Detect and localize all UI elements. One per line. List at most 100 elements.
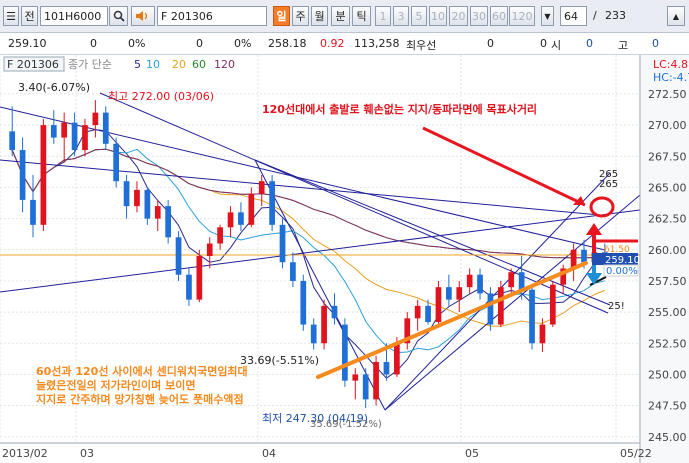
- trend-line: [0, 106, 606, 251]
- candle-up: [394, 343, 400, 375]
- candle-down: [144, 189, 151, 219]
- interval-1-button[interactable]: 1: [375, 6, 391, 26]
- low-overlap-label: 35.69(-1.52%): [310, 419, 382, 430]
- target-circle: [589, 196, 615, 218]
- candle-up: [40, 125, 47, 225]
- candle-up: [373, 361, 379, 400]
- toolbar: ☰ 전 101H6000 F 201306 일 주 월 분 틱 1 3 5 10 20 30 60 12…: [0, 0, 689, 33]
- top-label: 3.40(-6.07%): [18, 81, 90, 94]
- candle-up: [82, 125, 88, 151]
- legend-box: [3, 56, 65, 72]
- symbol-code-field[interactable]: 101H6000: [40, 6, 108, 26]
- price-chart[interactable]: 272.50 270.00 267.50 265.00 262.50 260.00 257.…: [0, 55, 689, 463]
- candle-down: [383, 361, 390, 375]
- menu-icon[interactable]: ☰: [3, 6, 19, 26]
- candle-down: [425, 305, 431, 323]
- interval-30-button[interactable]: 30: [470, 6, 488, 26]
- candle-down: [300, 280, 307, 325]
- candle-down: [362, 374, 369, 400]
- high-label: 고: [618, 39, 629, 52]
- low-label: 최저 247.30 (04/19): [262, 412, 368, 425]
- search-icon[interactable]: [109, 6, 128, 26]
- y-tick-label: 262.50: [648, 213, 687, 226]
- candle-up: [456, 287, 463, 300]
- screen-label-button[interactable]: 전: [21, 6, 38, 26]
- ask-value: 0: [540, 37, 547, 50]
- candle-down: [238, 212, 244, 225]
- period-day-button[interactable]: 일: [273, 6, 290, 26]
- change-value-1: 0: [90, 37, 97, 50]
- current-price: 259.10: [8, 37, 47, 50]
- ma-line-5: [11, 129, 606, 379]
- down-arrow-head: [586, 273, 602, 285]
- candle-up: [570, 249, 577, 269]
- change-value-2: 0: [196, 37, 203, 50]
- interval-120-button[interactable]: 120: [509, 6, 535, 26]
- y-tick-label: 260.00: [648, 244, 687, 257]
- candle-down: [290, 262, 296, 281]
- open-value: 0: [586, 37, 593, 50]
- product-name-field[interactable]: F 201306: [157, 6, 267, 26]
- candle-down: [477, 274, 483, 294]
- period-month-button[interactable]: 월: [311, 6, 328, 26]
- y-tick-label: 270.00: [648, 119, 687, 132]
- annotation-bottom-line: 지지로 간주하며 망가칭핸 늦어도 풋매수액점: [36, 392, 244, 406]
- bid-value: 0: [487, 37, 494, 50]
- speaker-icon[interactable]: [131, 6, 155, 26]
- y-tick-label: 252.50: [648, 337, 687, 350]
- candle-up: [258, 181, 265, 194]
- candle-down: [518, 272, 525, 290]
- candle-down: [279, 224, 286, 263]
- target-pointer-head: [573, 196, 585, 205]
- ma-line-120: [11, 148, 605, 259]
- candle-down: [581, 249, 587, 263]
- target-pointer-line: [422, 126, 586, 207]
- candle-down: [269, 181, 275, 225]
- y-tick-label: 255.00: [648, 306, 687, 319]
- candle-up: [321, 305, 327, 344]
- current-price-label: 259.10: [605, 255, 640, 266]
- interval-60-button[interactable]: 60: [490, 6, 508, 26]
- period-tick-button[interactable]: 틱: [352, 6, 371, 26]
- high-label: 최고 272.00 (03/06): [108, 90, 214, 103]
- legend-ma-120: 120: [214, 58, 235, 71]
- fib-label: 25!: [608, 301, 625, 312]
- period-week-button[interactable]: 주: [292, 6, 309, 26]
- scroll-up-button[interactable]: ▲: [667, 6, 685, 26]
- x-tick-label: 2013/02: [2, 447, 48, 460]
- x-tick-label: 05/22: [620, 447, 652, 460]
- candle-up: [134, 189, 140, 207]
- candle-up: [217, 227, 223, 244]
- candle-up: [352, 374, 359, 381]
- price-info-row: 259.10 0 0% 0 0% 258.18 0.92 113,258 최우선…: [0, 33, 689, 55]
- volume: 113,258: [354, 37, 400, 50]
- candle-down: [342, 324, 348, 381]
- scroll-dropdown-button[interactable]: ▼: [541, 6, 554, 26]
- candle-up: [539, 324, 546, 344]
- support-trend-line: [316, 261, 588, 379]
- black-marker-line: [589, 276, 607, 286]
- count-field[interactable]: 64: [560, 6, 587, 26]
- best-quote-label: 최우선: [406, 39, 437, 52]
- y-tick-label: 250.00: [648, 368, 687, 381]
- interval-10-button[interactable]: 10: [429, 6, 447, 26]
- legend-ma-20: 20: [172, 58, 186, 71]
- legend-ma-10: 10: [146, 58, 160, 71]
- candle-down: [113, 143, 120, 182]
- current-price-pct-label: 0.00%: [606, 266, 638, 277]
- legend-ma-5: 5: [134, 58, 141, 71]
- candle-up: [435, 287, 442, 323]
- fib-label: 265: [599, 169, 618, 180]
- chart-canvas[interactable]: 272.50 270.00 267.50 265.00 262.50 260.00 257.…: [0, 55, 689, 463]
- candle-down: [19, 150, 26, 200]
- period-minute-button[interactable]: 분: [331, 6, 350, 26]
- interval-5-button[interactable]: 5: [411, 6, 427, 26]
- interval-20-button[interactable]: 20: [449, 6, 468, 26]
- legend-ma-60: 60: [192, 58, 206, 71]
- current-price-box: [592, 253, 638, 265]
- y-tick-label: 247.50: [648, 400, 687, 413]
- candle-down: [175, 237, 182, 275]
- y-tick-label: 257.50: [648, 275, 687, 288]
- interval-3-button[interactable]: 3: [393, 6, 409, 26]
- candle-down: [310, 324, 317, 344]
